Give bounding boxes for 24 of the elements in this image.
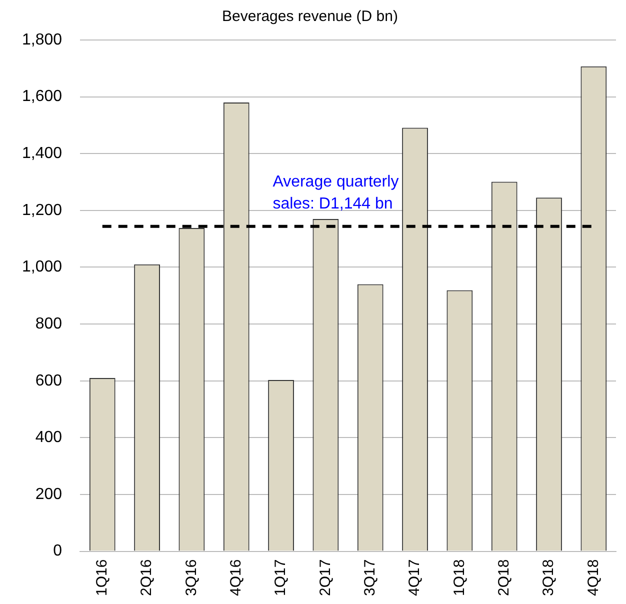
y-tick-label: 1,800 bbox=[22, 31, 62, 48]
y-tick-label: 0 bbox=[53, 542, 62, 560]
x-tick-label: 3Q17 bbox=[361, 559, 378, 596]
x-tick-label: 3Q16 bbox=[182, 559, 200, 596]
x-tick-label: 1Q16 bbox=[94, 559, 111, 596]
x-tick-label: 4Q17 bbox=[406, 559, 424, 596]
y-tick-label: 1,400 bbox=[22, 145, 62, 162]
x-tick-label: 2Q16 bbox=[138, 559, 156, 596]
y-tick-label: 600 bbox=[35, 372, 62, 390]
x-tick-label: 4Q16 bbox=[228, 559, 244, 596]
y-tick-label: 1,600 bbox=[22, 88, 62, 106]
x-tick-label: 2Q17 bbox=[316, 559, 334, 596]
chart-title: Beverages revenue (D bn) bbox=[222, 8, 398, 26]
x-tick-label: 4Q18 bbox=[584, 559, 602, 596]
y-tick-label: 1,200 bbox=[22, 202, 62, 219]
x-tick-label: 1Q18 bbox=[450, 559, 468, 596]
x-tick-label: 1Q17 bbox=[272, 559, 290, 596]
y-tick-label: 200 bbox=[35, 486, 62, 503]
y-tick-label: 1,000 bbox=[22, 258, 62, 276]
ref-line-label: Average quarterly sales: D1,144 bn bbox=[272, 173, 399, 212]
y-tick-label: 800 bbox=[35, 315, 62, 332]
x-tick-label: 3Q18 bbox=[540, 559, 558, 596]
x-tick-label: 2Q18 bbox=[495, 559, 512, 596]
y-tick-label: 400 bbox=[35, 429, 62, 446]
